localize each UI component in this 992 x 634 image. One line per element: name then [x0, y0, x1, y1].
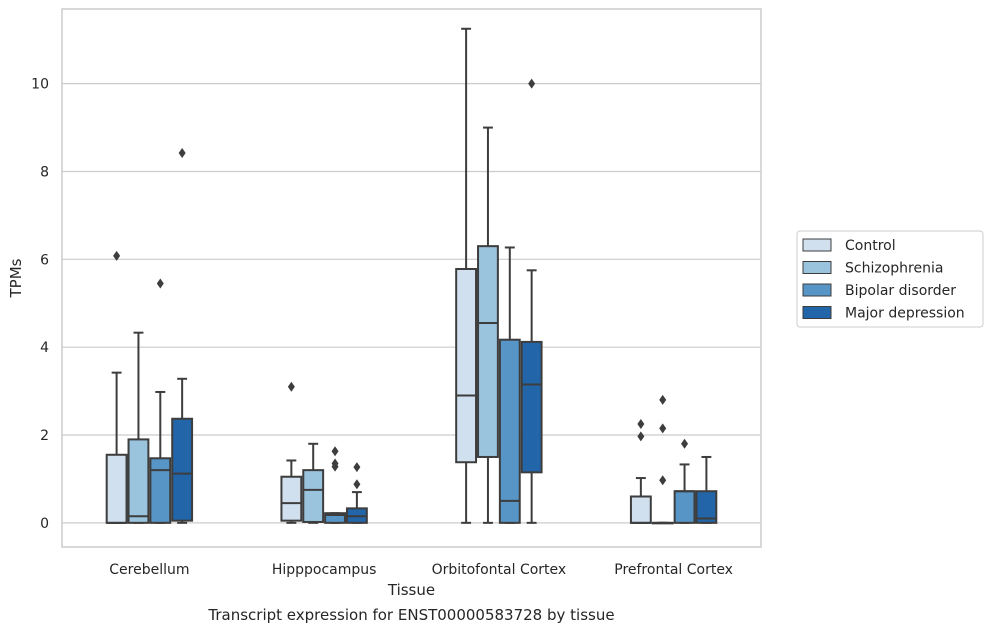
box-body [498, 338, 521, 524]
box-bipolar-disorder [498, 246, 521, 524]
legend-swatch [802, 306, 832, 319]
y-tick-label: 2 [40, 428, 49, 444]
outlier-point [659, 475, 667, 486]
y-tick-label: 6 [40, 252, 49, 268]
legend-label: Bipolar disorder [845, 283, 956, 299]
box-body [324, 512, 346, 524]
box-body [695, 490, 718, 524]
box-body [302, 469, 325, 523]
figure-caption: Transcript expression for ENST0000058372… [208, 606, 615, 624]
outlier-point [287, 381, 295, 392]
outlier-point [353, 479, 361, 490]
legend-swatch [802, 283, 832, 297]
box-major-depression [520, 78, 543, 524]
x-tick-label: Orbitofontal Cortex [432, 562, 567, 578]
y-tick-label: 4 [40, 340, 49, 356]
box-major-depression [345, 462, 368, 524]
legend-label: Control [845, 238, 896, 254]
box-schizophrenia [477, 126, 499, 524]
outlier-point [331, 446, 339, 457]
box-control [455, 27, 478, 524]
box-schizophrenia [127, 331, 150, 524]
legend-swatch [802, 238, 832, 252]
box-body [477, 245, 499, 458]
outlier-point [156, 278, 164, 289]
box-body [455, 267, 478, 464]
outlier-point [113, 250, 121, 261]
outlier-point [528, 78, 536, 89]
y-axis-label: TPMs [7, 258, 25, 298]
box-body [673, 490, 696, 524]
box-bipolar-disorder [324, 446, 346, 524]
box-body [171, 417, 194, 522]
plot-frame [61, 8, 762, 548]
legend-swatch [802, 261, 832, 274]
legend-label: Major depression [845, 306, 965, 322]
outlier-point [659, 423, 667, 434]
box-schizophrenia [651, 394, 674, 525]
legend-label: Schizophrenia [845, 261, 943, 277]
x-axis-label: Tissue [387, 581, 435, 599]
y-tick-label: 8 [40, 164, 49, 180]
box-body [280, 475, 303, 522]
x-tick-label: Prefrontal Cortex [614, 562, 733, 578]
outlier-point [353, 462, 361, 473]
outlier-point [178, 148, 186, 159]
box-major-depression [171, 148, 194, 524]
box-body [149, 457, 172, 524]
box-control [629, 419, 652, 524]
box-body [105, 453, 128, 524]
box-bipolar-disorder [673, 438, 696, 524]
outlier-point [331, 458, 339, 469]
outlier-point [637, 419, 645, 430]
box-bipolar-disorder [149, 278, 172, 524]
outlier-point [637, 431, 645, 442]
outlier-point [681, 438, 689, 449]
box-major-depression [695, 455, 718, 524]
x-tick-label: Cerebellum [109, 562, 189, 578]
x-tick-label: Hipppocampus [272, 562, 377, 578]
box-control [105, 250, 128, 524]
y-tick-label: 10 [31, 77, 49, 93]
box-body [520, 340, 543, 474]
y-tick-label: 0 [40, 516, 49, 532]
outlier-point [659, 394, 667, 405]
box-body [629, 495, 652, 524]
box-control [280, 381, 303, 524]
legend-frame [796, 230, 984, 328]
box-body [127, 438, 150, 524]
box-schizophrenia [302, 442, 325, 524]
